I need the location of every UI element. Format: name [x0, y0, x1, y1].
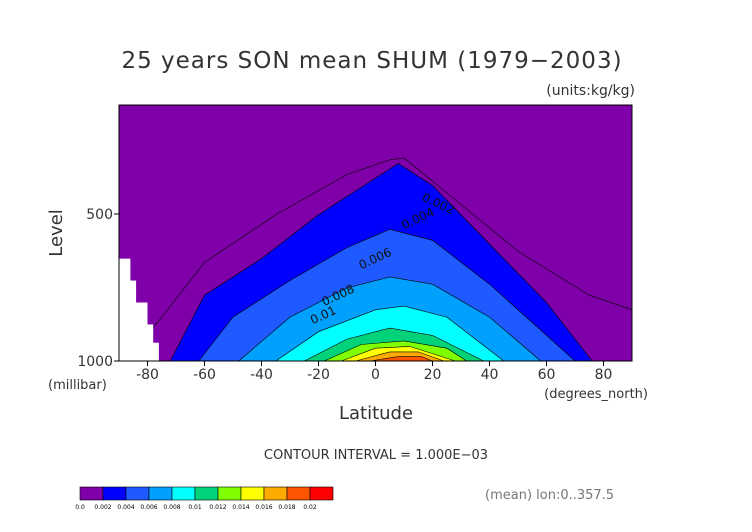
x-tick-label: 80: [595, 367, 613, 383]
contour-interval: CONTOUR INTERVAL = 1.000E−03: [264, 448, 488, 463]
colorbar-swatch: [148, 486, 173, 501]
colorbar-label: 0.004: [117, 504, 134, 511]
x-axis-units: (degrees_north): [544, 387, 648, 402]
x-tick-label: -40: [250, 367, 273, 383]
colorbar-swatch: [194, 486, 219, 501]
y-tick-label: 1000: [77, 354, 113, 370]
colorbar-swatch: [125, 486, 150, 501]
colorbar-label: 0.012: [209, 504, 226, 511]
colorbar-swatch: [217, 486, 242, 501]
colorbar-label: 0.018: [278, 504, 295, 511]
x-tick-label: 60: [538, 367, 556, 383]
x-tick-label: 40: [481, 367, 499, 383]
colorbar-swatch: [79, 486, 104, 501]
colorbar-swatch: [102, 486, 127, 501]
x-tick-label: -20: [307, 367, 330, 383]
colorbar-swatch: [240, 486, 265, 501]
colorbar-label: 0.014: [232, 504, 249, 511]
colorbar-swatch: [171, 486, 196, 501]
colorbar-label: 0.02: [303, 504, 317, 511]
chart-title: 25 years SON mean SHUM (1979−2003): [121, 48, 622, 74]
colorbar-label: 0.0: [75, 504, 85, 511]
colorbar-swatch: [309, 486, 334, 501]
colorbar-swatch: [286, 486, 311, 501]
missing-data-cell: [119, 342, 159, 361]
x-tick-label: 20: [424, 367, 442, 383]
colorbar-label: 0.008: [163, 504, 180, 511]
contour-line-outer: [124, 157, 633, 362]
colorbar: 0.0 0.002 0.004 0.006 0.008 0.01 0.012 0.014 0.0…: [75, 486, 334, 511]
y-axis-title: Level: [46, 209, 67, 257]
y-tick-labels: 500 1000: [77, 207, 119, 370]
x-tick-labels: -80 -60 -40 -20 0 20 40 60 80: [136, 361, 612, 383]
x-axis-title: Latitude: [339, 403, 413, 424]
colorbar-label: 0.006: [140, 504, 157, 511]
x-tick-label: -80: [136, 367, 159, 383]
x-tick-label: 0: [371, 367, 380, 383]
x-tick-label: -60: [193, 367, 216, 383]
footer-note: (mean) lon:0..357.5: [485, 488, 614, 503]
colorbar-swatch: [263, 486, 288, 501]
y-tick-label: 500: [86, 207, 113, 223]
colorbar-label: 0.002: [94, 504, 111, 511]
units-label: (units:kg/kg): [546, 83, 635, 99]
colorbar-label: 0.016: [255, 504, 272, 511]
colorbar-label: 0.01: [188, 504, 202, 511]
y-axis-units: (millibar): [48, 378, 107, 393]
